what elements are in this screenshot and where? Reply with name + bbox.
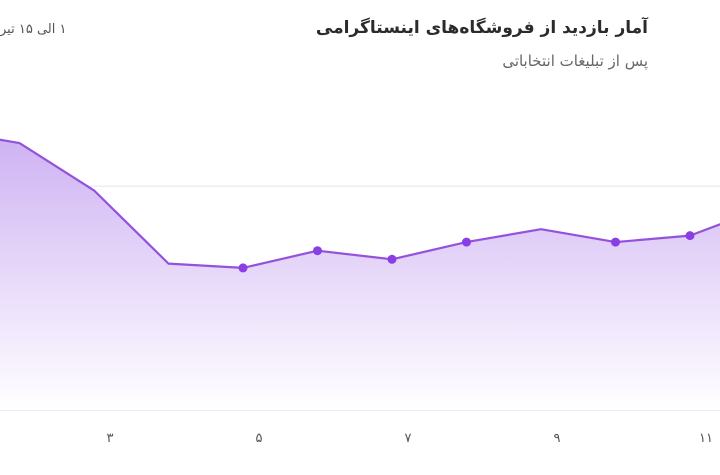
data-point-5[interactable] — [238, 263, 248, 273]
chart-title: آمار بازدید از فروشگاه‌های اینستاگرامی — [315, 18, 648, 38]
series-line — [0, 138, 720, 269]
data-point-6[interactable] — [313, 246, 322, 256]
data-point-8[interactable] — [462, 237, 471, 247]
marker-layer — [238, 231, 695, 273]
x-tick-label: ۱۱ — [699, 431, 713, 446]
data-point-7[interactable] — [387, 254, 397, 264]
area-fill — [0, 139, 720, 410]
data-point-11[interactable] — [685, 231, 695, 241]
x-tick-label: ۳ — [107, 431, 114, 446]
data-point-10[interactable] — [611, 237, 620, 247]
chart-subtitle: پس از تبلیغات انتخاباتی — [502, 52, 648, 70]
x-tick-label: ۵ — [256, 431, 263, 446]
date-range-label: ۱ الی ۱۵ تیر — [0, 22, 67, 37]
x-axis-ticks: ۳ ۵ ۷ ۹ ۱۱ — [107, 431, 713, 446]
x-tick-label: ۹ — [554, 431, 561, 446]
x-tick-label: ۷ — [405, 431, 412, 446]
